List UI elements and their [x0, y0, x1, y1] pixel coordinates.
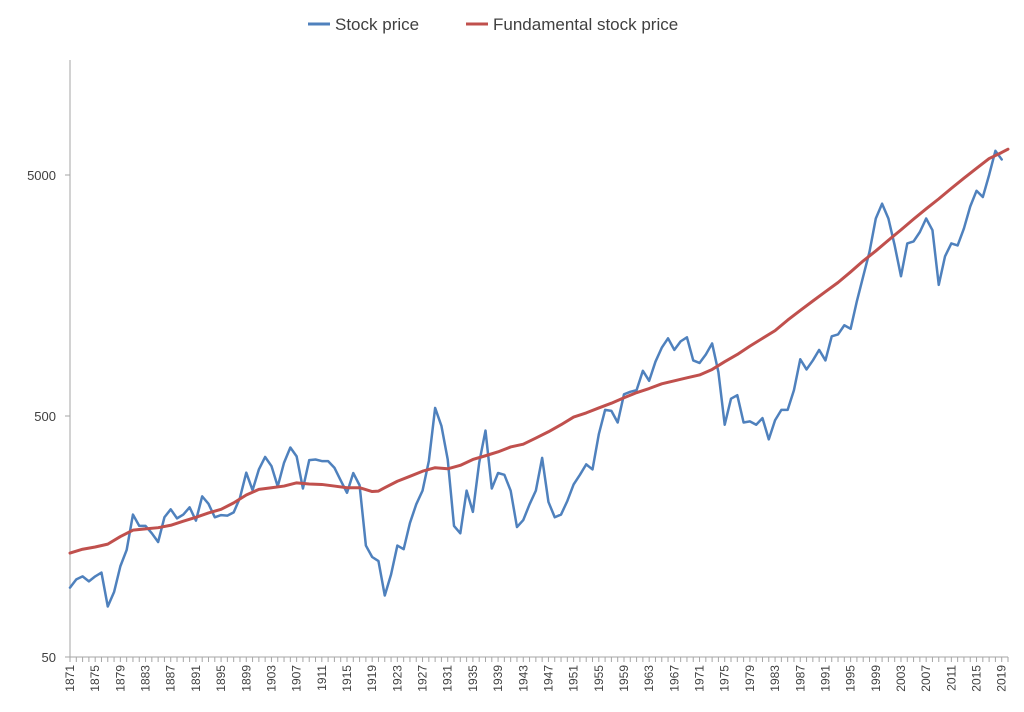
series-layer: [68, 147, 1010, 608]
x-tick-label: 1983: [768, 665, 782, 692]
x-tick-label: 1915: [340, 665, 354, 692]
series-stock-price: [68, 149, 1003, 608]
x-tick-label: 1979: [743, 665, 757, 692]
x-tick-label: 1927: [416, 665, 430, 692]
x-tick-label: 1919: [365, 665, 379, 692]
series-line: [68, 149, 1003, 608]
x-tick-label: 2015: [970, 665, 984, 692]
y-tick-label: 500: [34, 409, 56, 424]
y-tick-label: 5000: [27, 168, 56, 183]
x-tick-label: 1975: [718, 665, 732, 692]
x-tick-label: 1939: [491, 665, 505, 692]
x-tick-label: 2007: [919, 665, 933, 692]
x-tick-label: 1879: [113, 665, 127, 692]
x-tick-label: 1911: [315, 665, 329, 691]
x-tick-label: 1959: [617, 665, 631, 692]
x-tick-label: 1903: [264, 665, 278, 692]
x-tick-label: 1995: [844, 665, 858, 692]
x-tick-label: 1931: [441, 665, 455, 692]
legend: Stock price Fundamental stock price: [308, 15, 678, 34]
x-tick-label: 1955: [592, 665, 606, 692]
axes: 50 500 5000 1871 1875 1879 1883 1887 1891 1895 189…: [27, 60, 1009, 692]
x-tick-label: 1907: [290, 665, 304, 692]
x-tick-label: 1923: [390, 665, 404, 692]
x-tick-label: 1887: [164, 665, 178, 692]
x-tick-label: 2011: [944, 665, 958, 691]
legend-label-stock-price: Stock price: [335, 15, 419, 34]
x-tick-label: 1871: [63, 665, 77, 692]
x-tick-label: 1895: [214, 665, 228, 692]
legend-label-fundamental-stock-price: Fundamental stock price: [493, 15, 678, 34]
x-tick-label: 1947: [541, 665, 555, 692]
x-tick-label: 1943: [516, 665, 530, 692]
series-fundamental-stock-price: [68, 147, 1010, 555]
x-tick-label: 1963: [642, 665, 656, 692]
x-tick-label: 1999: [869, 665, 883, 692]
x-tick-label: 1967: [667, 665, 681, 692]
x-tick-label: 2019: [995, 665, 1009, 692]
y-tick-label: 50: [42, 650, 56, 665]
x-tick-label: 1883: [139, 665, 153, 692]
x-tick-label: 2003: [894, 665, 908, 692]
x-tick-label: 1891: [189, 665, 203, 692]
x-tick-label: 1875: [88, 665, 102, 692]
x-tick-label: 1951: [567, 665, 581, 692]
x-tick-label: 1971: [693, 665, 707, 692]
series-line: [68, 147, 1010, 555]
x-tick-label: 1987: [793, 665, 807, 692]
x-tick-label: 1935: [466, 665, 480, 692]
x-tick-label: 1899: [239, 665, 253, 692]
x-tick-label: 1991: [818, 665, 832, 692]
